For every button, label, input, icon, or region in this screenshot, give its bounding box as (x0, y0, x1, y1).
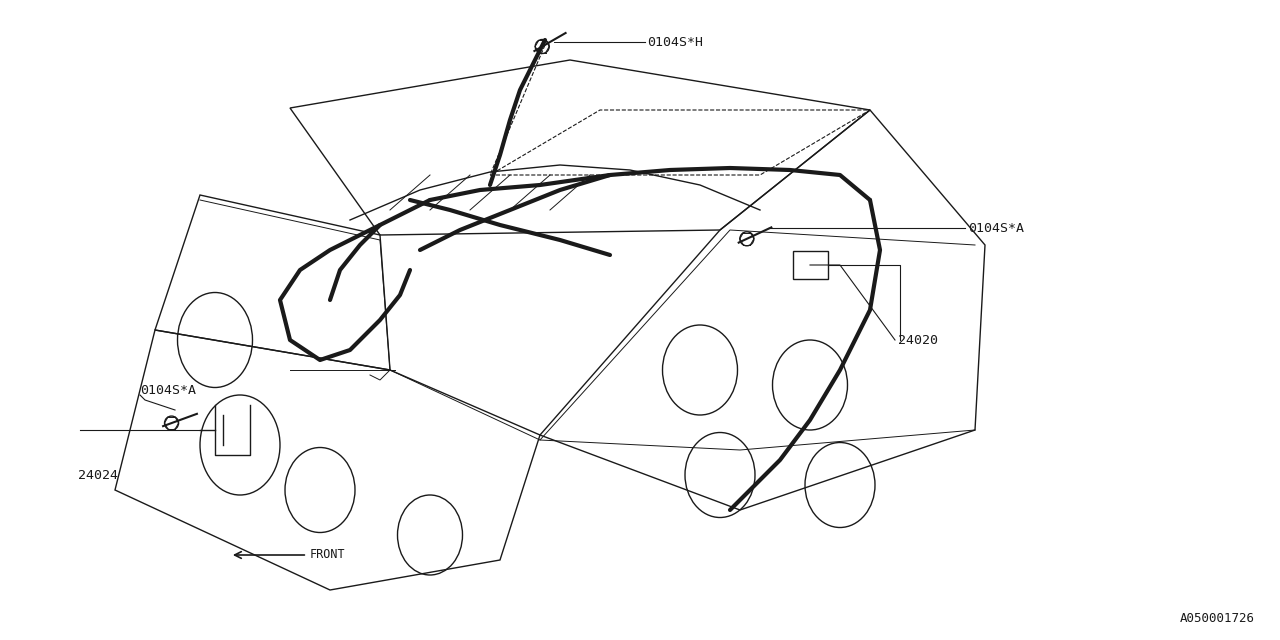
Text: 24020: 24020 (899, 333, 938, 346)
Text: 24024: 24024 (78, 468, 118, 481)
Text: 0104S*A: 0104S*A (140, 383, 196, 397)
Text: 0104S*H: 0104S*H (646, 35, 703, 49)
Text: FRONT: FRONT (234, 548, 346, 561)
Text: 0104S*A: 0104S*A (968, 221, 1024, 234)
Text: A050001726: A050001726 (1180, 612, 1254, 625)
